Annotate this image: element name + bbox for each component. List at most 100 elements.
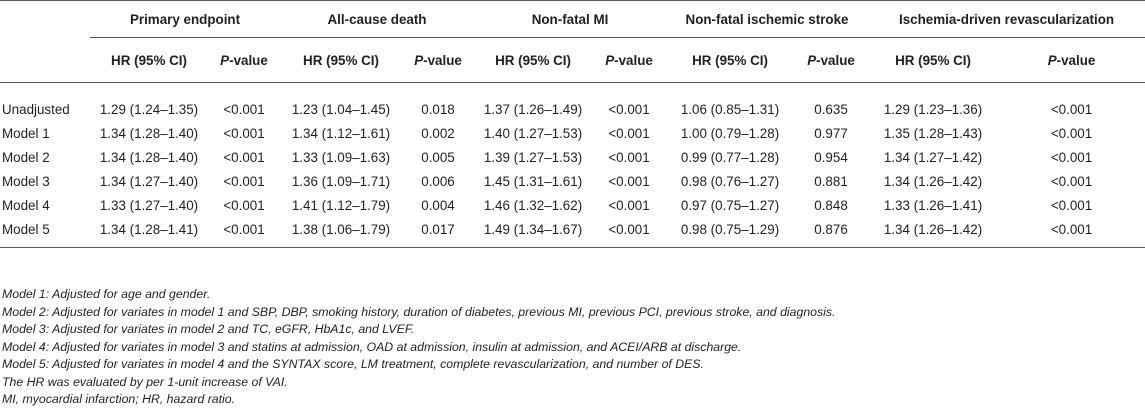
hr-cell: 1.33 (1.26–1.41) [883, 197, 983, 213]
p-value-cell: <0.001 [223, 125, 265, 141]
table-row: Model 2 1.34 (1.28–1.40) <0.001 1.33 (1.09–… [0, 145, 1145, 169]
p-value-cell: 0.876 [794, 217, 869, 248]
corner-cell [0, 0, 90, 38]
hr-cell: 1.00 (0.79–1.28) [680, 125, 780, 141]
p-value-cell: <0.001 [1050, 101, 1093, 117]
hr-cell: 1.34 (1.28–1.40) [99, 149, 199, 165]
footnote-line: The HR was evaluated by per 1-unit incre… [2, 374, 288, 389]
p-value-cell: <0.001 [608, 173, 650, 189]
p-value-cell: <0.001 [1050, 173, 1093, 189]
table-row: Unadjusted 1.29 (1.24–1.35) <0.001 1.23 (1.… [0, 83, 1145, 122]
group-header: All-cause death [280, 0, 475, 38]
p-value-cell: 0.006 [421, 173, 455, 189]
hr-cell: 1.34 (1.27–1.40) [99, 173, 199, 189]
p-value-cell: <0.001 [208, 217, 280, 248]
group-header-row: Primary endpoint All-cause death Non-fat… [0, 0, 1145, 38]
p-value-cell: 0.635 [814, 101, 848, 117]
hr-header: HR (95% CI) [666, 37, 795, 83]
hr-cell: 1.40 (1.27–1.53) [483, 125, 583, 141]
hr-cell: 1.23 (1.04–1.45) [291, 101, 391, 117]
row-label: Unadjusted [2, 101, 70, 117]
hr-cell: 1.34 (1.26–1.42) [868, 217, 999, 248]
footnote-line: Model 2: Adjusted for variates in model … [2, 304, 836, 319]
p-value-cell: <0.001 [223, 101, 265, 117]
p-value-cell: 0.002 [421, 125, 455, 141]
hr-cell: 1.38 (1.06–1.79) [280, 217, 402, 248]
p-value-cell: <0.001 [608, 101, 650, 117]
p-value-cell: <0.001 [223, 197, 265, 213]
p-header: P-value [998, 37, 1145, 83]
p-value-cell: 0.881 [814, 173, 848, 189]
group-header: Non-fatal MI [474, 0, 667, 38]
hr-cell: 1.34 (1.28–1.41) [90, 217, 208, 248]
hr-cell: 0.98 (0.75–1.29) [666, 217, 795, 248]
table-row: Model 1 1.34 (1.28–1.40) <0.001 1.34 (1.12–… [0, 121, 1145, 145]
p-value-cell: <0.001 [608, 125, 650, 141]
p-value-cell: <0.001 [608, 197, 650, 213]
hr-cell: 1.34 (1.12–1.61) [291, 125, 391, 141]
hr-header: HR (95% CI) [280, 37, 402, 83]
hr-cell: 1.39 (1.27–1.53) [483, 149, 583, 165]
p-header: P-value [208, 37, 280, 83]
hr-cell: 1.33 (1.27–1.40) [99, 197, 199, 213]
hr-cell: 1.46 (1.32–1.62) [483, 197, 583, 213]
p-value-cell: <0.001 [592, 217, 667, 248]
p-value-cell: 0.954 [814, 149, 848, 165]
p-value-cell: <0.001 [608, 149, 650, 165]
hr-cell: 1.34 (1.26–1.42) [883, 173, 983, 189]
p-header: P-value [794, 37, 869, 83]
p-value-cell: <0.001 [223, 173, 265, 189]
hr-cell: 1.06 (0.85–1.31) [680, 101, 780, 117]
hr-header: HR (95% CI) [868, 37, 999, 83]
p-value-cell: 0.004 [421, 197, 455, 213]
hr-cell: 1.36 (1.09–1.71) [291, 173, 391, 189]
hr-cell: 1.33 (1.09–1.63) [291, 149, 391, 165]
p-value-cell: <0.001 [998, 217, 1145, 248]
p-value-cell: <0.001 [1050, 125, 1093, 141]
hr-cell: 0.97 (0.75–1.27) [680, 197, 780, 213]
row-label: Model 1 [2, 125, 50, 141]
hr-cell: 1.35 (1.28–1.43) [883, 125, 983, 141]
table-row: Model 3 1.34 (1.27–1.40) <0.001 1.36 (1.09–… [0, 169, 1145, 193]
row-label: Model 3 [2, 173, 50, 189]
group-header: Non-fatal ischemic stroke [666, 0, 869, 38]
hr-cell: 1.37 (1.26–1.49) [483, 101, 583, 117]
group-header: Primary endpoint [90, 0, 280, 38]
p-value-cell: 0.017 [402, 217, 475, 248]
hr-cell: 1.45 (1.31–1.61) [483, 173, 583, 189]
hr-cell: 0.98 (0.76–1.27) [680, 173, 780, 189]
p-value-cell: 0.977 [814, 125, 848, 141]
row-label: Model 4 [2, 197, 50, 213]
results-table: Primary endpoint All-cause death Non-fat… [0, 0, 1145, 248]
corner-cell [0, 37, 90, 83]
footnote-line: Model 4: Adjusted for variates in model … [2, 339, 742, 354]
p-header: P-value [592, 37, 667, 83]
sub-header-row: HR (95% CI) P-value HR (95% CI) P-value … [0, 37, 1145, 83]
table-footnotes: Model 1: Adjusted for age and gender. Mod… [2, 286, 835, 409]
hr-cell: 1.29 (1.24–1.35) [99, 101, 199, 117]
p-value-cell: 0.018 [421, 101, 455, 117]
table-row: Model 4 1.33 (1.27–1.40) <0.001 1.41 (1.12–… [0, 193, 1145, 217]
p-value-cell: <0.001 [1050, 197, 1093, 213]
hr-cell: 1.34 (1.27–1.42) [883, 149, 983, 165]
row-label: Model 5 [0, 217, 90, 248]
p-value-cell: 0.005 [421, 149, 455, 165]
hr-cell: 1.29 (1.23–1.36) [883, 101, 983, 117]
footnote-line: Model 3: Adjusted for variates in model … [2, 322, 415, 336]
hr-cell: 1.49 (1.34–1.67) [474, 217, 593, 248]
group-header: Ischemia-driven revascularization [868, 0, 1145, 38]
footnote-line: Model 1: Adjusted for age and gender. [2, 287, 211, 301]
table-row: Model 5 1.34 (1.28–1.41) <0.001 1.38 (1.06–… [0, 217, 1145, 248]
p-value-cell: 0.848 [814, 197, 848, 213]
footnote-line: Model 5: Adjusted for variates in model … [2, 357, 704, 371]
p-value-cell: <0.001 [1050, 149, 1093, 165]
p-header: P-value [402, 37, 475, 83]
hr-cell: 1.34 (1.28–1.40) [99, 125, 199, 141]
hr-cell: 0.99 (0.77–1.28) [680, 149, 780, 165]
hr-header: HR (95% CI) [90, 37, 208, 83]
row-label: Model 2 [2, 149, 50, 165]
hr-header: HR (95% CI) [474, 37, 593, 83]
hr-cell: 1.41 (1.12–1.79) [291, 197, 391, 213]
p-value-cell: <0.001 [223, 149, 265, 165]
